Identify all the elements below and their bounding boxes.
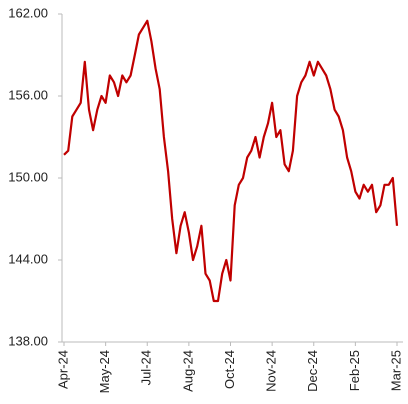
x-tick-label: Jul-24 [139,350,154,385]
x-tick-label: Oct-24 [222,350,237,389]
x-tick-label: Aug-24 [180,350,195,392]
y-tick-label: 144.00 [8,251,48,266]
x-tick-label: Feb-25 [347,350,362,391]
y-tick-label: 150.00 [8,169,48,184]
x-tick-label: Apr-24 [55,350,70,389]
y-tick-label: 162.00 [8,5,48,20]
x-tick-label: Dec-24 [305,350,320,392]
x-tick-label: Nov-24 [264,350,279,392]
y-tick-label: 138.00 [8,333,48,348]
y-tick-label: 156.00 [8,87,48,102]
x-tick-label: May-24 [97,350,112,393]
x-tick-label: Mar-25 [388,350,403,391]
series-line [63,19,399,303]
